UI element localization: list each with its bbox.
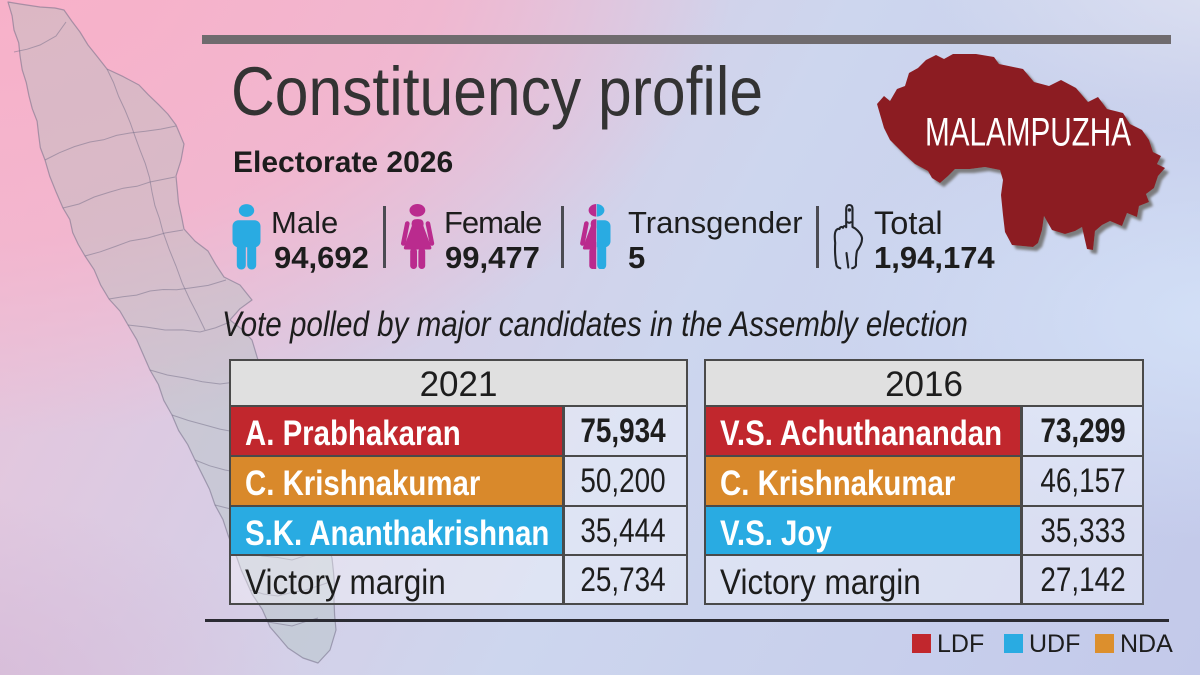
svg-text:MALAMPUZHA: MALAMPUZHA [925,111,1131,155]
